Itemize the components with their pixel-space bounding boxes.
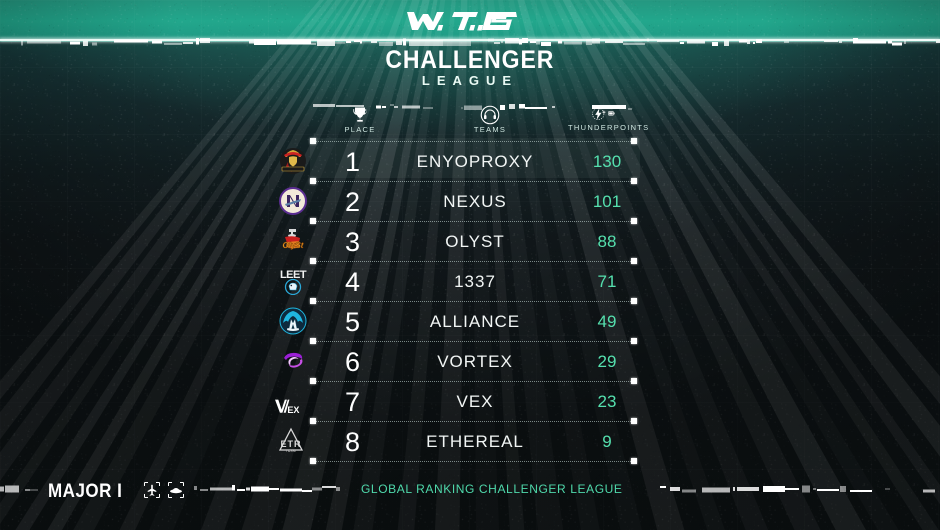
svg-text:ETR: ETR: [281, 439, 302, 449]
svg-text:TEAM: TEAM: [286, 449, 296, 453]
svg-text:OlySt: OlySt: [283, 241, 304, 250]
svg-text:EX: EX: [287, 405, 299, 415]
